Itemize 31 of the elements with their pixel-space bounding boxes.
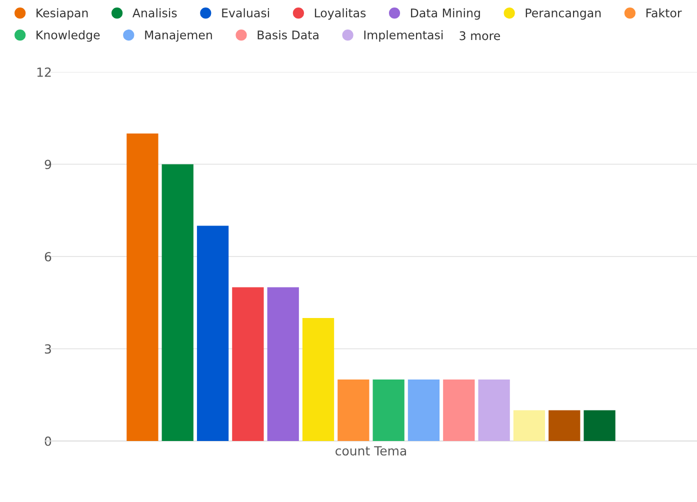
legend-label: Loyalitas [314,8,366,20]
legend-label: Analisis [132,8,177,18]
x-tick-label: count Tema [336,446,406,456]
y-tick-label: 6 [44,252,52,262]
bar [302,318,334,441]
bar [584,410,616,441]
bar [267,287,299,441]
text: 3 more [460,31,500,40]
legend-label: Implementasi [364,30,443,42]
legend-label: Knowledge [36,30,100,42]
bar [548,410,580,441]
bar [408,380,440,441]
bar [196,226,229,441]
legend-label: Kesiapan [36,8,88,20]
y-tick-label: 3 [44,344,51,354]
legend-label: Manajemen [145,30,212,42]
legend-label: Basis Data [258,30,318,40]
bar [232,287,264,441]
legend-label: Evaluasi [222,8,269,18]
bar [513,410,546,441]
legend-label: Faktor [646,8,682,18]
y-tick-label: 12 [37,67,51,77]
bar [126,134,158,441]
legend-label: Perancangan [526,8,601,20]
legend-label: Data Mining [411,8,480,20]
bar [478,380,510,441]
bar [162,164,194,441]
bar [372,380,404,441]
y-tick-label: 9 [44,160,52,170]
bar [443,380,475,441]
bar [338,380,370,441]
